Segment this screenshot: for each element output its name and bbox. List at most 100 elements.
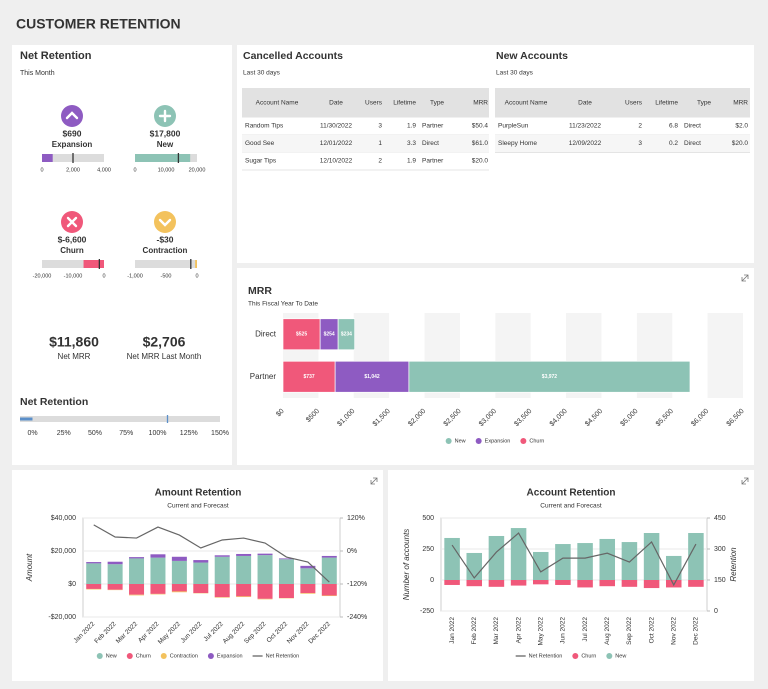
panel-subtitle: This Month bbox=[20, 70, 55, 77]
table-cell: $20.0 bbox=[472, 158, 489, 165]
table-row bbox=[242, 152, 489, 170]
legend-dot bbox=[207, 653, 214, 659]
y2-tick-label: 0 bbox=[714, 608, 718, 615]
gauge-tick-label: 4,000 bbox=[97, 167, 111, 173]
bar bbox=[282, 360, 336, 393]
legend-dot bbox=[606, 653, 613, 659]
table-cell: $2.0 bbox=[735, 123, 748, 130]
y-tick-label: 0 bbox=[430, 577, 434, 584]
y2-tick-label: -120% bbox=[347, 581, 367, 588]
gauge-tick-label: 0 bbox=[102, 273, 105, 279]
y-tick-label: Partner bbox=[250, 372, 277, 381]
table-cell: 11/23/2022 bbox=[569, 123, 601, 130]
table-cell: Random Tips bbox=[245, 123, 284, 130]
kpi-value: $690 bbox=[63, 128, 82, 138]
legend-dot bbox=[126, 653, 133, 659]
bar bbox=[300, 568, 316, 584]
y-tick-label: 500 bbox=[422, 515, 434, 522]
expand-icon[interactable] bbox=[741, 274, 749, 282]
y2-tick-label: 120% bbox=[347, 515, 365, 522]
x-tick-label: Aug 2022 bbox=[604, 617, 611, 645]
kpi-value: $17,800 bbox=[150, 128, 181, 138]
bar bbox=[257, 584, 273, 599]
bar bbox=[171, 560, 187, 584]
expand-icon[interactable] bbox=[741, 477, 749, 485]
bar bbox=[510, 528, 527, 580]
x-tick-label: Dec 2022 bbox=[693, 617, 700, 645]
x-tick-label: Nov 2022 bbox=[670, 617, 677, 645]
x-tick-label: Jan 2022 bbox=[449, 617, 456, 644]
x-tick-label: Jun 2022 bbox=[560, 617, 567, 644]
column-header: Type bbox=[430, 100, 444, 107]
expand-icon[interactable] bbox=[370, 477, 378, 485]
gauge-tick-label: 100% bbox=[149, 430, 167, 437]
column-header: Date bbox=[578, 100, 592, 107]
bar bbox=[236, 596, 252, 598]
x-tick-label: Apr 2022 bbox=[515, 617, 522, 644]
chart-title: Account Retention bbox=[527, 488, 616, 499]
line bbox=[93, 524, 330, 583]
bar bbox=[278, 584, 294, 599]
bar bbox=[444, 537, 460, 580]
gauge-tick-label: 50% bbox=[88, 430, 102, 437]
grid-band bbox=[707, 313, 743, 398]
table-cell: Sleepy Home bbox=[498, 140, 537, 147]
bar bbox=[171, 591, 187, 593]
table-cell: Sugar Tips bbox=[245, 158, 277, 165]
y-tick-label: -$20,000 bbox=[48, 614, 76, 621]
column-header: MRR bbox=[733, 100, 748, 107]
legend-label: Churn bbox=[136, 653, 151, 659]
legend-dot bbox=[445, 438, 452, 444]
bar bbox=[129, 558, 145, 584]
bar bbox=[488, 535, 505, 580]
table-cell: Good See bbox=[245, 140, 275, 147]
y2-tick-label: 150 bbox=[714, 577, 726, 584]
metric-label: Net MRR bbox=[58, 352, 91, 361]
gauge-track bbox=[135, 260, 197, 268]
column-header: Lifetime bbox=[655, 100, 678, 107]
column-header: Date bbox=[329, 100, 343, 107]
column-header: Users bbox=[365, 100, 383, 107]
bar bbox=[321, 557, 337, 584]
x-tick-label: Jul 2022 bbox=[582, 617, 589, 642]
data-label: $234 bbox=[341, 332, 352, 338]
bar bbox=[107, 561, 123, 565]
kpi-glyph bbox=[66, 216, 78, 228]
table-cell: 0.2 bbox=[669, 140, 678, 147]
bar bbox=[171, 584, 187, 592]
x-tick-label: Sep 2022 bbox=[626, 617, 633, 645]
legend-dot bbox=[572, 653, 579, 659]
bar bbox=[510, 580, 527, 586]
bar bbox=[466, 552, 483, 580]
kpi-label: Churn bbox=[60, 246, 84, 255]
chart-subtitle: Current and Forecast bbox=[540, 503, 602, 510]
legend: Net Retention Churn New bbox=[515, 653, 626, 659]
bar bbox=[193, 560, 209, 563]
bar bbox=[300, 593, 316, 594]
bar bbox=[577, 580, 593, 588]
gauge-bar bbox=[83, 260, 104, 268]
legend-label: New bbox=[455, 438, 466, 444]
gauge-tick-label: -20,000 bbox=[33, 273, 52, 279]
y-axis-title: Amount bbox=[25, 553, 34, 582]
gauge-tick-label: -500 bbox=[160, 273, 171, 279]
gauge-tick-label: 0% bbox=[27, 430, 37, 437]
y-tick-label: $40,000 bbox=[51, 515, 76, 522]
bar bbox=[257, 553, 273, 556]
bar bbox=[444, 580, 460, 585]
table-cell: Partner bbox=[422, 123, 444, 130]
bar bbox=[86, 562, 102, 564]
y2-tick-label: -240% bbox=[347, 614, 367, 621]
table-cell: $61.0 bbox=[472, 140, 489, 147]
table-cell: 12/01/2022 bbox=[320, 140, 353, 147]
table-cell: Direct bbox=[684, 123, 701, 130]
table-cell: 12/10/2022 bbox=[320, 158, 353, 165]
y2-tick-label: 0% bbox=[347, 548, 357, 555]
legend-label: Expansion bbox=[217, 653, 243, 659]
bar bbox=[532, 580, 549, 585]
bar bbox=[334, 360, 410, 393]
gauge-bar bbox=[195, 260, 197, 268]
table-cell: PurpleSun bbox=[498, 123, 529, 130]
table-cell: 3 bbox=[638, 140, 642, 147]
